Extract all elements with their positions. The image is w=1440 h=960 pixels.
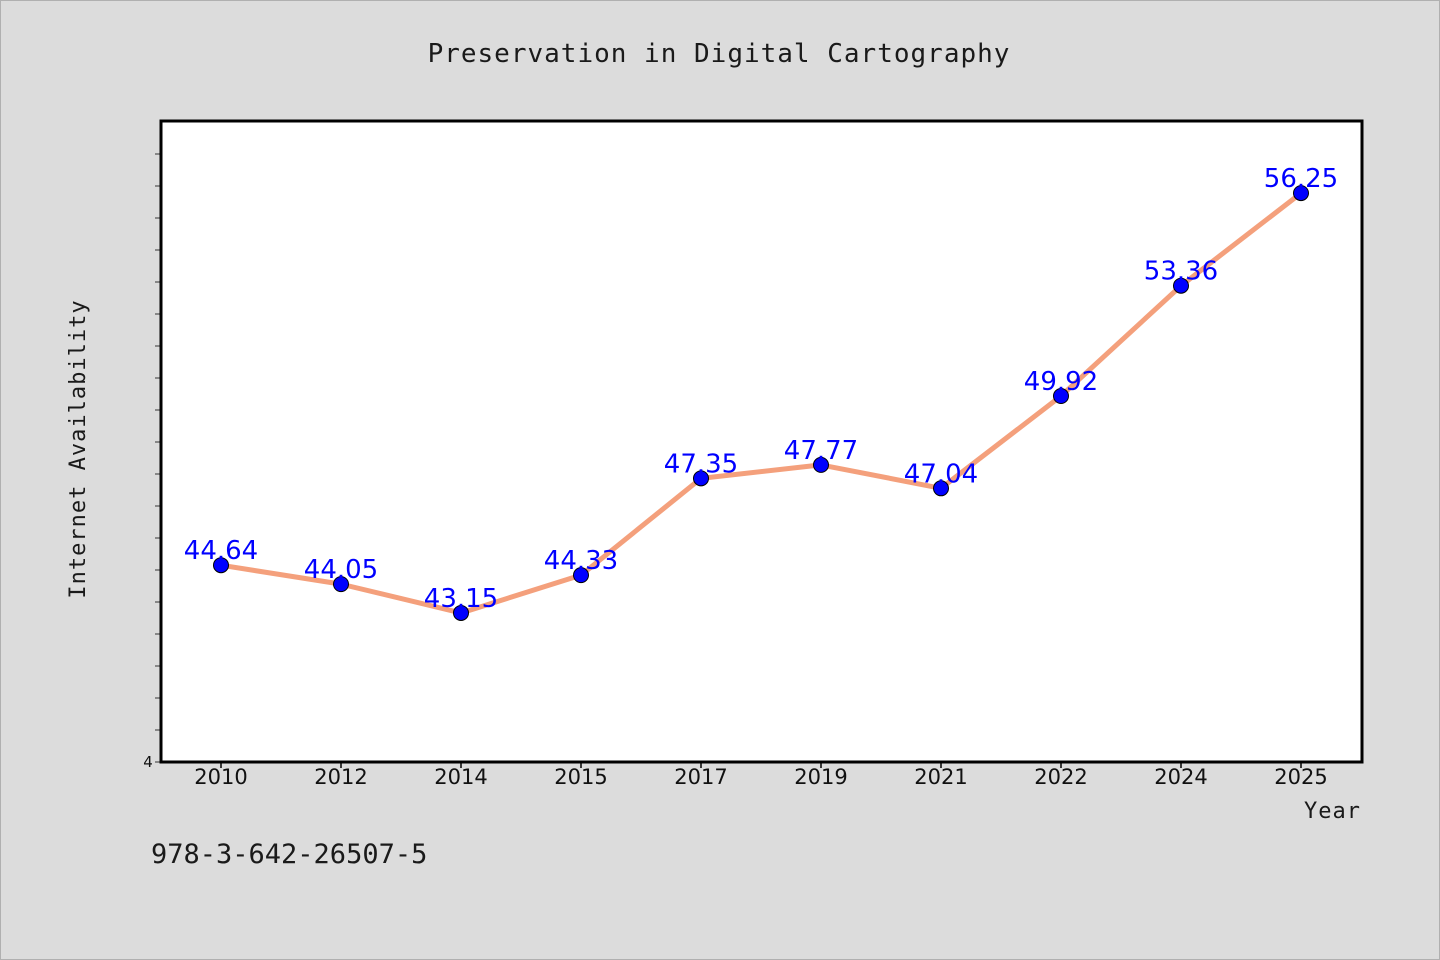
- data-point: [1173, 277, 1189, 294]
- data-point: [933, 480, 949, 497]
- series-line: [220, 191, 1303, 616]
- x-tick-label: 2010: [194, 765, 247, 789]
- plot-frame: [159, 119, 1364, 764]
- data-labels: 44.64 44.05 43.15 44.33 47.35 47.77 47.04 49.92…: [184, 164, 1338, 614]
- data-point: [453, 604, 469, 621]
- x-tick-label: 2021: [914, 765, 967, 789]
- data-point: [693, 470, 709, 487]
- y-axis-label: Internet Availability: [66, 299, 91, 598]
- data-label: 47.04: [904, 459, 978, 489]
- data-point: [573, 567, 589, 584]
- x-tick-label: 2017: [674, 765, 727, 789]
- x-axis-ticks: 2010 2012 2014 2015 2017 2019 2021 2022 2024 2025: [194, 762, 1328, 789]
- data-label: 47.77: [784, 436, 858, 466]
- data-label: 44.05: [304, 555, 378, 585]
- x-tick-label: 2015: [554, 765, 607, 789]
- data-label: 44.64: [184, 536, 258, 566]
- data-label: 47.35: [664, 449, 738, 479]
- series-markers: [213, 185, 1309, 621]
- isbn-text: 978-3-642-26507-5: [151, 839, 427, 870]
- data-label: 49.92: [1024, 367, 1098, 397]
- data-point: [213, 557, 229, 574]
- y-tick-label: 4: [143, 753, 153, 771]
- x-tick-label: 2019: [794, 765, 847, 789]
- data-label: 43.15: [424, 584, 498, 614]
- x-tick-label: 2022: [1034, 765, 1087, 789]
- data-point: [1293, 185, 1309, 202]
- plot-area: [161, 121, 1362, 762]
- data-label: 53.36: [1144, 257, 1218, 287]
- data-point: [1053, 387, 1069, 404]
- data-label: 44.33: [544, 546, 618, 576]
- data-label: 56.25: [1264, 164, 1338, 194]
- x-tick-label: 2024: [1154, 765, 1207, 789]
- data-point: [333, 576, 349, 593]
- x-tick-label: 2025: [1274, 765, 1327, 789]
- x-tick-label: 2014: [434, 765, 487, 789]
- chart-title: Preservation in Digital Cartography: [428, 39, 1011, 69]
- data-point: [813, 456, 829, 473]
- x-axis-label: Year: [1304, 799, 1361, 824]
- x-tick-label: 2012: [314, 765, 367, 789]
